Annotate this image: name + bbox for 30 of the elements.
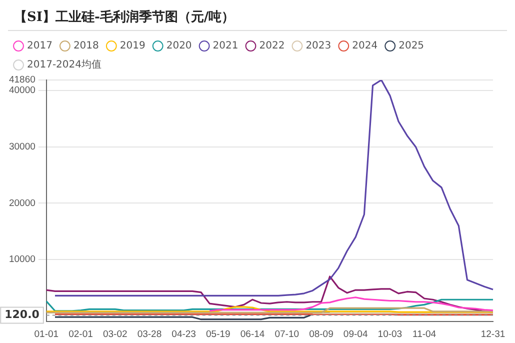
- legend-label: 2017: [27, 40, 52, 52]
- legend-label: 2018: [73, 40, 99, 52]
- legend-label: 2017-2024均值: [27, 58, 102, 71]
- x-tick-label: 11-04: [412, 328, 436, 340]
- legend-label: 2023: [306, 40, 332, 52]
- x-tick-label: 07-10: [274, 328, 300, 340]
- x-tick-label: 08-09: [309, 328, 334, 340]
- ref-line-label: 120.0: [4, 308, 40, 322]
- legend-label: 2024: [352, 40, 378, 52]
- y-tick-label: 20000: [8, 198, 36, 209]
- y-tick-label: 40000: [8, 85, 36, 96]
- y-tick-label: 41860: [8, 74, 36, 86]
- x-tick-label: 12-31: [480, 328, 506, 340]
- legend-label: 2019: [120, 40, 146, 52]
- legend-label: 2022: [259, 40, 285, 52]
- x-tick-label: 03-28: [137, 328, 162, 340]
- legend-label: 2021: [212, 40, 238, 52]
- legend-label: 2020: [166, 40, 192, 52]
- x-tick-label: 03-02: [102, 328, 128, 340]
- x-tick-label: 09-04: [343, 328, 368, 340]
- y-tick-label: 30000: [8, 141, 36, 152]
- x-tick-label: 01-01: [34, 328, 59, 340]
- x-tick-label: 02-01: [68, 328, 93, 340]
- legend-label: 2025: [398, 40, 424, 52]
- x-tick-label: 10-03: [378, 328, 402, 340]
- chart-title: 【SI】工业硅-毛利润季节图（元/吨）: [14, 8, 235, 26]
- x-tick-label: 06-14: [240, 328, 265, 340]
- y-tick-label: 10000: [8, 254, 36, 266]
- x-tick-label: 04-23: [172, 328, 196, 340]
- x-tick-label: 05-19: [206, 328, 230, 340]
